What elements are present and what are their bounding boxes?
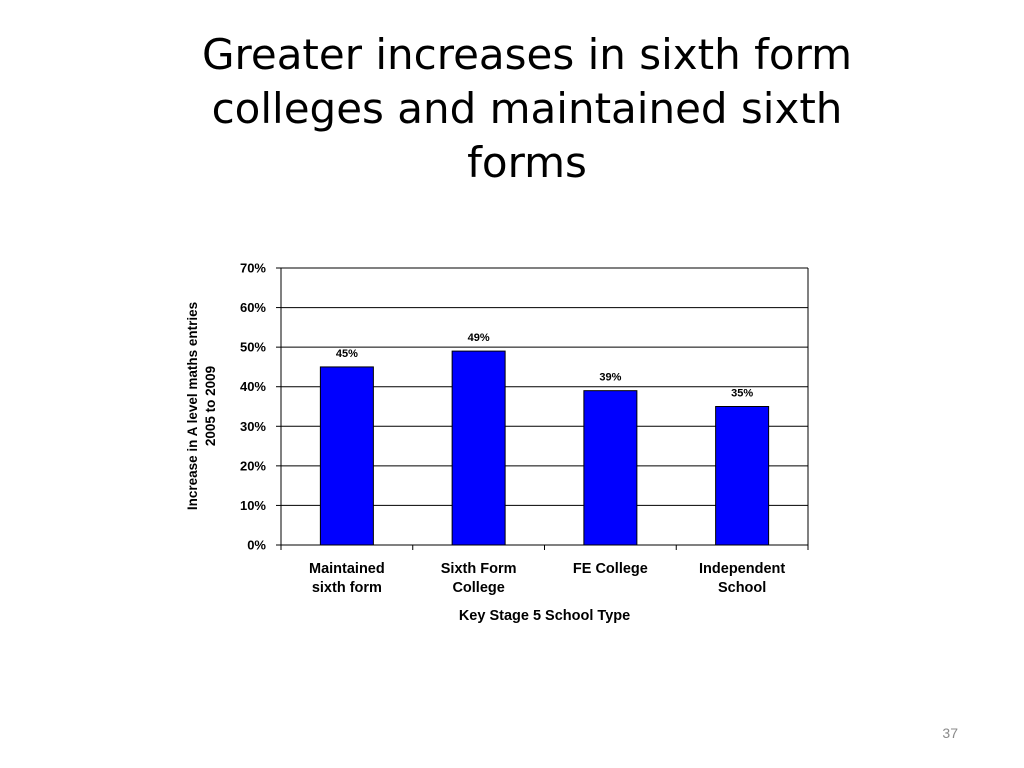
slide-title-line-1: Greater increases in sixth form: [201, 30, 853, 79]
y-tick-label: 10%: [240, 498, 266, 513]
bar: [319, 366, 374, 546]
y-tick-label: 20%: [240, 458, 266, 473]
y-tick-label: 70%: [240, 261, 266, 276]
bars: [319, 350, 770, 546]
slide-title-line-3: forms: [467, 138, 587, 187]
slide-title-line-2: colleges and maintained sixth: [211, 84, 843, 133]
labels: 0% 10% 20% 30% 40% 50% 60% 70% 45% 49% 39% 35% Maint…: [185, 261, 785, 625]
x-tick-label: Independent School: [699, 561, 785, 596]
bar: [715, 406, 770, 546]
bar: [451, 350, 506, 546]
y-tick-label: 40%: [240, 379, 266, 394]
data-label: 49%: [468, 332, 490, 344]
x-tick-label: Maintained sixth form: [309, 561, 385, 596]
slide-title: Greater increases in sixth form colleges…: [150, 28, 904, 190]
data-label: 39%: [599, 372, 621, 384]
y-tick-label: 0%: [247, 538, 266, 553]
data-label: 35%: [731, 388, 753, 400]
y-tick-label: 50%: [240, 340, 266, 355]
y-tick-label: 30%: [240, 419, 266, 434]
x-tick-label: Sixth Form College: [441, 561, 517, 596]
y-tick-label: 60%: [240, 300, 266, 315]
axes: [276, 267, 809, 550]
page-number: 37: [942, 725, 958, 741]
y-axis-label: Increase in A level maths entries 2005 to…: [185, 302, 218, 510]
x-axis-label: Key Stage 5 School Type: [459, 608, 630, 624]
data-label: 45%: [336, 348, 358, 360]
bar: [583, 390, 638, 546]
x-tick-label: FE College: [573, 561, 648, 577]
